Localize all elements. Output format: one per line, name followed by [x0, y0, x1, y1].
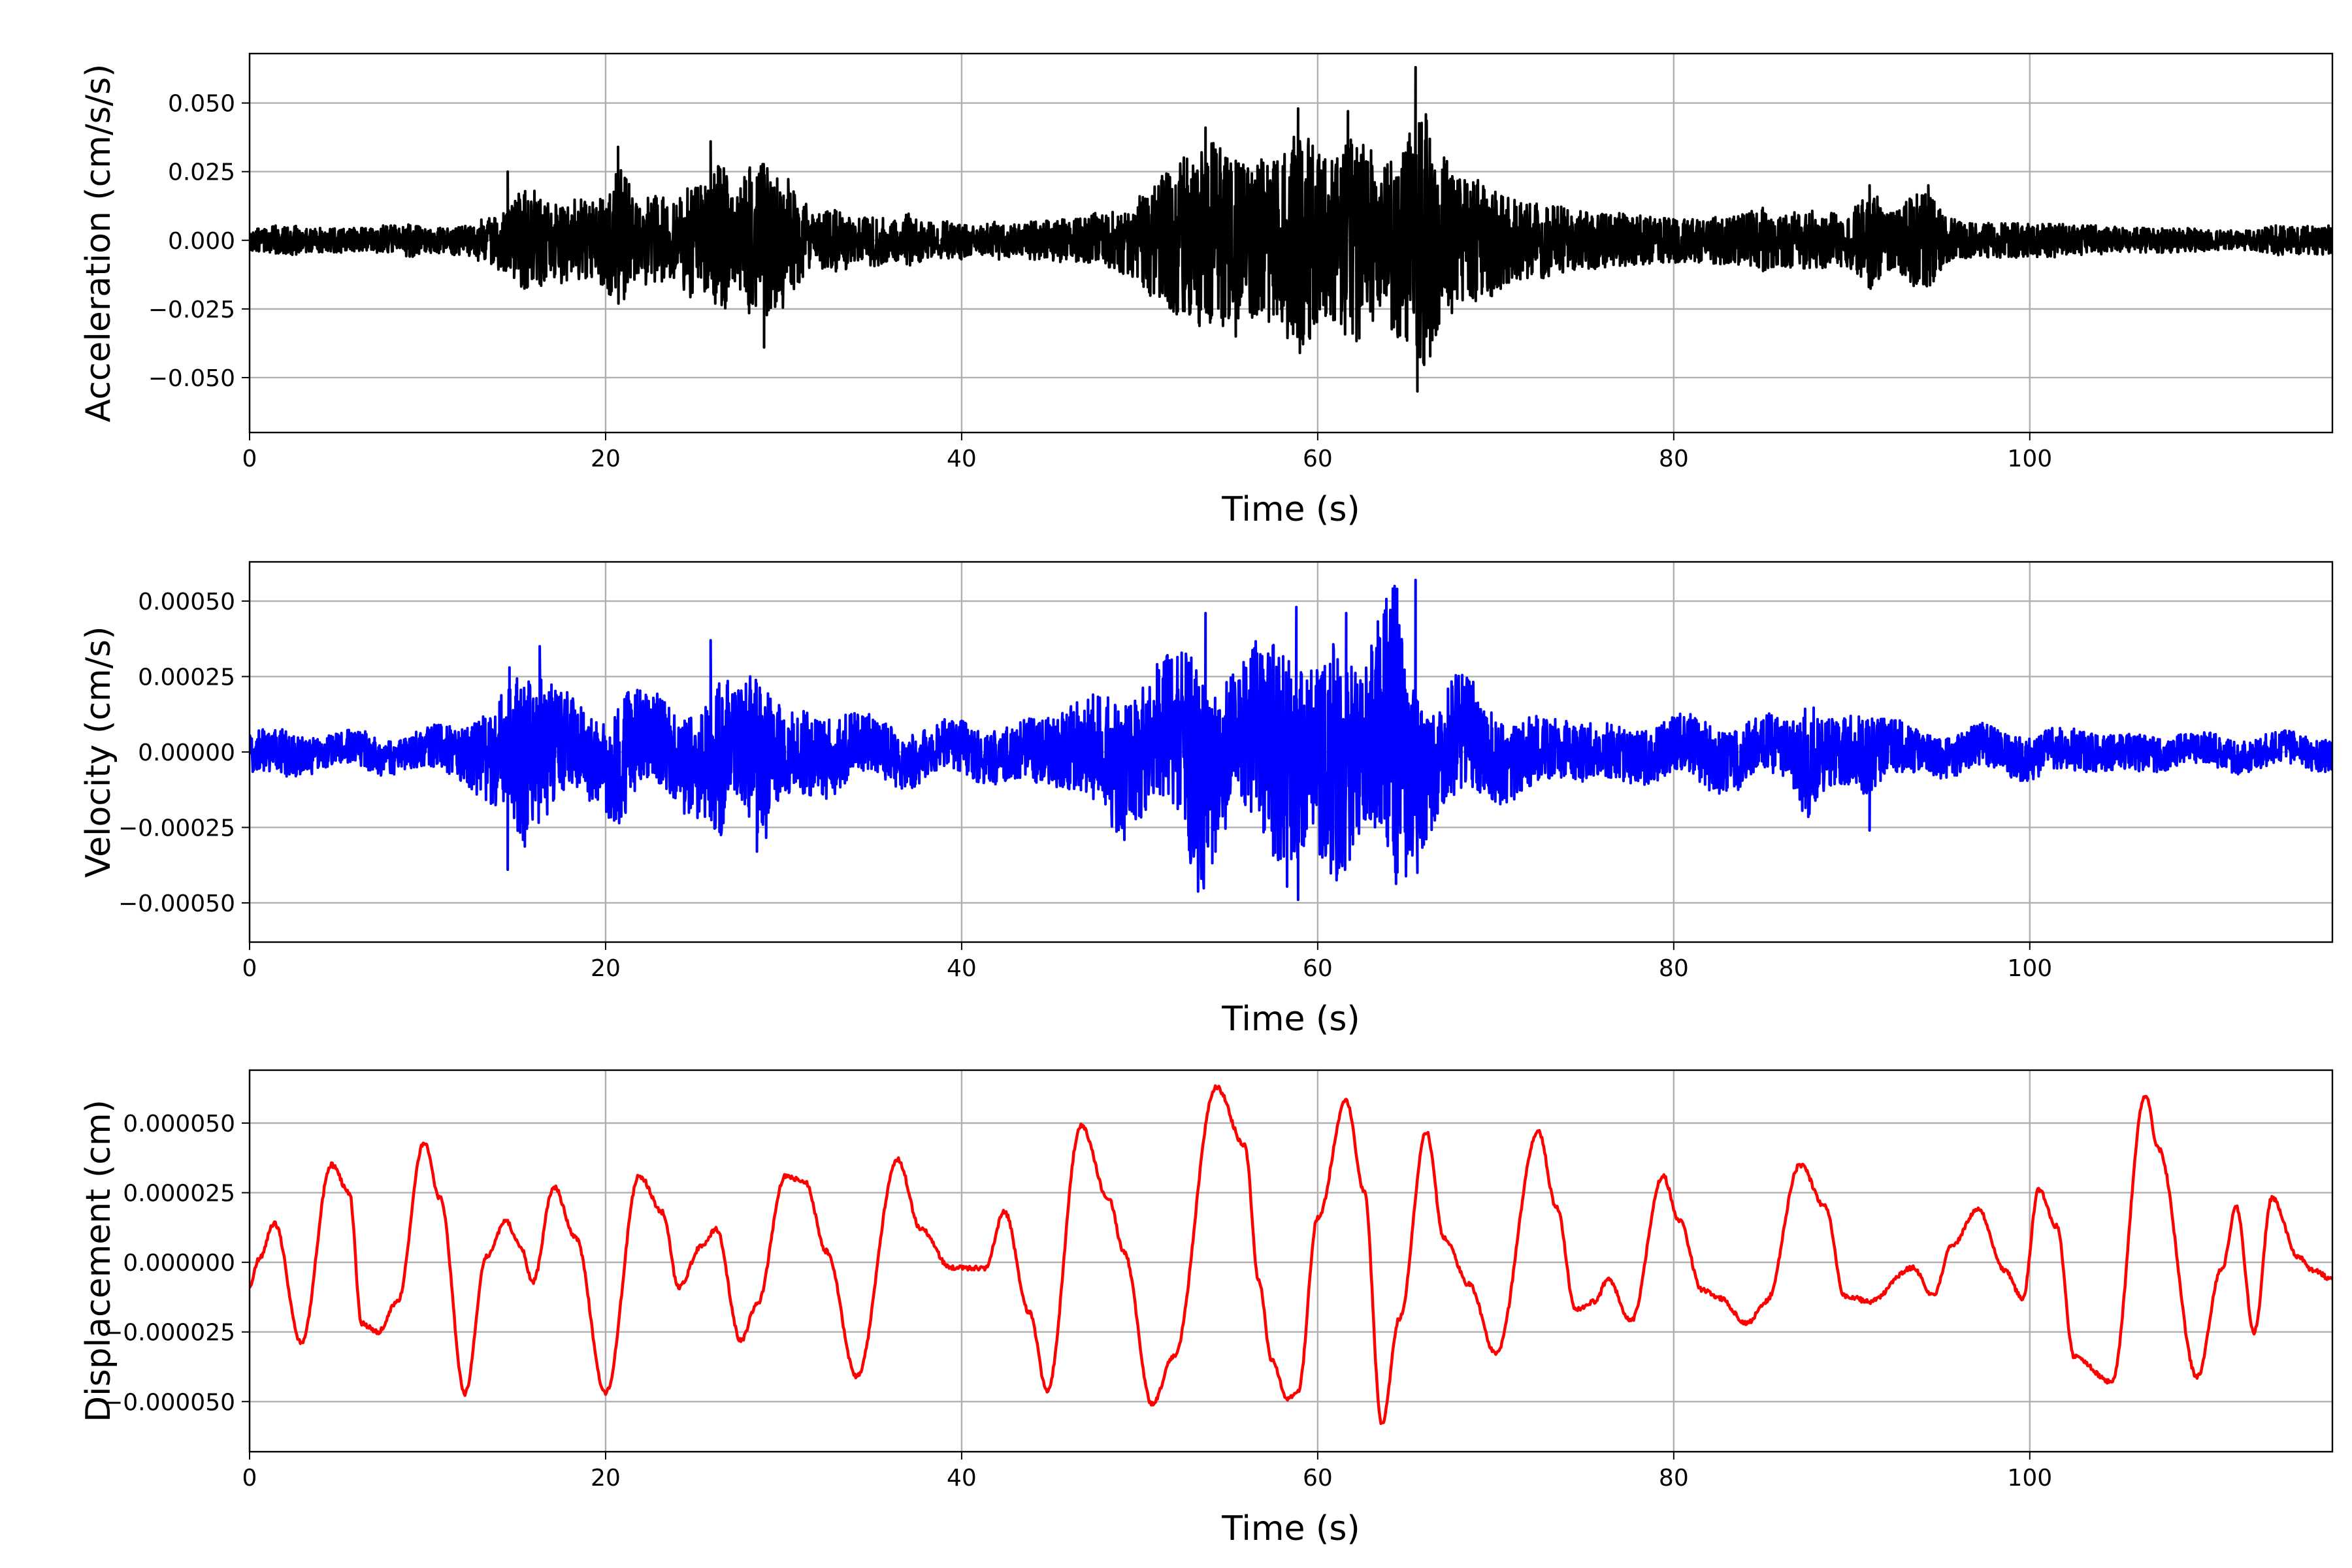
acceleration-y-tick-label: 0.025 — [168, 159, 235, 186]
velocity-x-tick-label: 0 — [242, 955, 257, 982]
velocity-plot-frame — [248, 561, 2334, 943]
velocity-x-tick-label: 60 — [1303, 955, 1333, 982]
displacement-y-tick-label: −0.000050 — [103, 1389, 235, 1416]
displacement-x-tick-label: 40 — [947, 1465, 977, 1492]
displacement-y-tick-label: 0.000000 — [123, 1250, 235, 1277]
velocity-y-tick-label: 0.00025 — [138, 664, 235, 691]
displacement-series-line — [250, 1084, 2332, 1426]
velocity-x-tick-label: 100 — [2007, 955, 2052, 982]
acceleration-y-tick-label: 0.000 — [168, 228, 235, 255]
displacement-x-tick-label: 20 — [591, 1465, 621, 1492]
acceleration-panel: 0 20 40 60 80 1000.0500.0250.000−0.025−0.050 … — [79, 52, 2334, 529]
displacement-x-axis-label: Time (s) — [1221, 1509, 1360, 1548]
velocity-y-tick-label: 0.00000 — [138, 740, 235, 766]
acceleration-ticks: 0 20 40 60 80 100 0.050 0.025 0.000 −0.025 −0.050 — [148, 91, 2052, 472]
displacement-y-tick-label: 0.000050 — [123, 1111, 235, 1137]
acceleration-y-tick-label: −0.050 — [148, 365, 235, 392]
velocity-y-tick-label: −0.00025 — [118, 815, 235, 841]
displacement-series — [250, 1084, 2332, 1426]
acceleration-x-tick-label: 100 — [2007, 446, 2052, 472]
displacement-x-tick-label: 80 — [1659, 1465, 1689, 1492]
velocity-y-tick-label: −0.00050 — [118, 890, 235, 917]
displacement-y-tick-label: 0.000025 — [123, 1181, 235, 1207]
displacement-x-tick-label: 100 — [2007, 1465, 2052, 1492]
acceleration-series-line — [250, 66, 2332, 393]
displacement-x-tick-label: 60 — [1303, 1465, 1333, 1492]
acceleration-x-axis-label: Time (s) — [1221, 490, 1360, 529]
displacement-plot-frame — [248, 1069, 2334, 1453]
acceleration-x-tick-label: 80 — [1659, 446, 1689, 472]
velocity-series-line — [250, 578, 2332, 902]
displacement-y-tick-label: −0.000025 — [103, 1320, 235, 1347]
velocity-y-tick-label: 0.00050 — [138, 589, 235, 615]
velocity-ticks: 0 20 40 60 80 100 0.00050 0.00025 0.00000 −0.0002… — [118, 589, 2052, 982]
acceleration-plot-frame — [248, 52, 2334, 434]
velocity-x-tick-label: 80 — [1659, 955, 1689, 982]
velocity-x-tick-label: 40 — [947, 955, 977, 982]
acceleration-x-tick-label: 40 — [947, 446, 977, 472]
acceleration-x-tick-label: 0 — [242, 446, 257, 472]
acceleration-y-axis-label: Acceleration (cm/s/s) — [79, 64, 118, 423]
acceleration-y-tick-label: 0.050 — [168, 91, 235, 118]
velocity-y-axis-label: Velocity (cm/s) — [79, 627, 118, 878]
displacement-y-axis-label: Displacement (cm) — [79, 1100, 118, 1422]
displacement-x-tick-label: 0 — [242, 1465, 257, 1492]
displacement-panel: 0 20 40 60 80 100 0.000050 0.000025 0.000000 −0.0… — [79, 1069, 2334, 1548]
velocity-series — [250, 578, 2332, 902]
displacement-ticks: 0 20 40 60 80 100 0.000050 0.000025 0.000000 −0.0… — [103, 1111, 2052, 1492]
velocity-x-axis-label: Time (s) — [1221, 1000, 1360, 1039]
acceleration-x-tick-label: 20 — [591, 446, 621, 472]
acceleration-x-tick-label: 60 — [1303, 446, 1333, 472]
acceleration-y-tick-label: −0.025 — [148, 297, 235, 323]
velocity-panel: 0 20 40 60 80 100 0.00050 0.00025 0.00000 −0.0002… — [79, 561, 2334, 1039]
velocity-x-tick-label: 20 — [591, 955, 621, 982]
acceleration-series — [250, 66, 2332, 393]
